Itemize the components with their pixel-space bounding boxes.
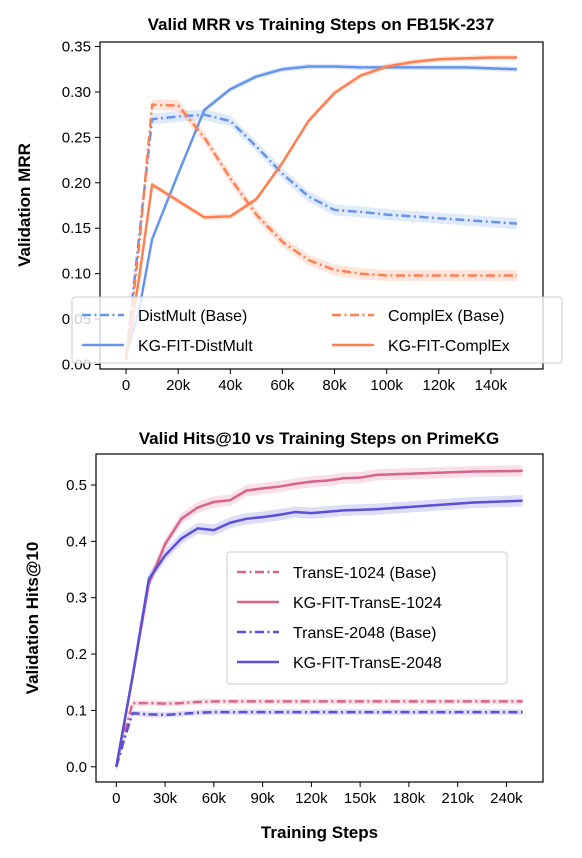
chart-2-series-3-line — [115, 710, 523, 768]
chart-2-y-tick-label: 0.0 — [66, 759, 87, 776]
chart-2-legend-box — [226, 551, 508, 685]
chart-2-x-tick-label: 150k — [344, 790, 377, 807]
chart-1-y-tick-label: 0.20 — [62, 175, 91, 192]
chart-1-legend-box — [71, 296, 563, 364]
chart-2-x-tick-label: 90k — [251, 790, 276, 807]
chart-1: Valid MRR vs Training Steps on FB15K-237… — [15, 15, 563, 394]
chart-1-y-tick-label: 0.25 — [62, 129, 91, 146]
chart-1-x-tick-label: 120k — [422, 377, 455, 394]
chart-1-plot-area — [124, 54, 518, 366]
chart-1-series-3-line — [124, 103, 517, 361]
chart-2-x-tick-label: 240k — [490, 790, 523, 807]
chart-1-series-3-band — [126, 99, 517, 366]
chart-1-series-1-line — [124, 113, 518, 356]
chart-1-x-tick-label: 100k — [370, 377, 403, 394]
chart-1-legend-label-1: DistMult (Base) — [138, 308, 247, 325]
chart-2-series-1-band — [116, 698, 523, 770]
chart-2-x-tick-label: 30k — [153, 790, 178, 807]
chart-1-title: Valid MRR vs Training Steps on FB15K-237 — [148, 15, 495, 34]
chart-2-y-axis-label: Validation Hits@10 — [23, 542, 42, 695]
chart-1-series-4-line — [124, 56, 517, 361]
chart-2-y-tick-label: 0.5 — [66, 477, 87, 494]
chart-1-legend-label-4: KG-FIT-ComplEx — [388, 338, 510, 355]
chart-1-y-tick-label: 0.30 — [62, 84, 91, 101]
chart-2-x-tick-label: 60k — [202, 790, 227, 807]
chart-2-plot-frame — [95, 453, 544, 783]
chart-2-series-4-line — [115, 499, 523, 768]
chart-2-y-tick-label: 0.3 — [66, 590, 87, 607]
chart-1-legend-label-3: ComplEx (Base) — [388, 308, 504, 325]
chart-2-legend-label-4: KG-FIT-TransE-2048 — [293, 655, 442, 672]
chart-1-x-tick-label: 60k — [270, 377, 295, 394]
chart-2-plot-area — [115, 465, 523, 773]
chart-2: Valid Hits@10 vs Training Steps on Prime… — [23, 429, 544, 842]
chart-2-legend-label-3: TransE-2048 (Base) — [293, 625, 436, 642]
chart-2-legend: TransE-1024 (Base) KG-FIT-TransE-1024 Tran… — [226, 551, 508, 685]
chart-1-legend-label-2: KG-FIT-DistMult — [138, 338, 253, 355]
chart-1-y-tick-label: 0.15 — [62, 220, 91, 237]
chart-2-x-tick-label: 180k — [393, 790, 426, 807]
chart-2-x-tick-label: 120k — [295, 790, 328, 807]
chart-2-title: Valid Hits@10 vs Training Steps on Prime… — [139, 429, 499, 448]
chart-1-x-tick-label: 80k — [322, 377, 347, 394]
chart-1-x-tick-label: 0 — [122, 377, 130, 394]
chart-1-plot-frame — [99, 41, 544, 370]
chart-2-y-tick-label: 0.4 — [66, 533, 87, 550]
chart-1-y-axis-label: Validation MRR — [15, 143, 34, 267]
chart-2-x-tick-label: 0 — [112, 790, 120, 807]
chart-2-series-3-band — [116, 709, 523, 770]
chart-2-series-1-line — [115, 700, 523, 768]
chart-2-x-tick-label: 210k — [441, 790, 474, 807]
chart-1-y-tick-label: 0.35 — [62, 39, 91, 56]
chart-2-legend-label-1: TransE-1024 (Base) — [293, 565, 436, 582]
chart-2-y-tick-label: 0.2 — [66, 646, 87, 663]
chart-2-series-2-line — [115, 469, 523, 768]
chart-1-y-tick-label: 0.10 — [62, 266, 91, 283]
chart-2-legend-label-2: KG-FIT-TransE-1024 — [293, 595, 442, 612]
chart-1-x-tick-label: 40k — [218, 377, 243, 394]
chart-1-x-tick-label: 140k — [475, 377, 508, 394]
chart-2-y-tick-label: 0.1 — [66, 702, 87, 719]
chart-2-x-axis-label: Training Steps — [261, 823, 378, 842]
chart-1-x-tick-label: 20k — [166, 377, 191, 394]
chart-1-legend: DistMult (Base) KG-FIT-DistMult ComplEx (B… — [71, 296, 563, 364]
